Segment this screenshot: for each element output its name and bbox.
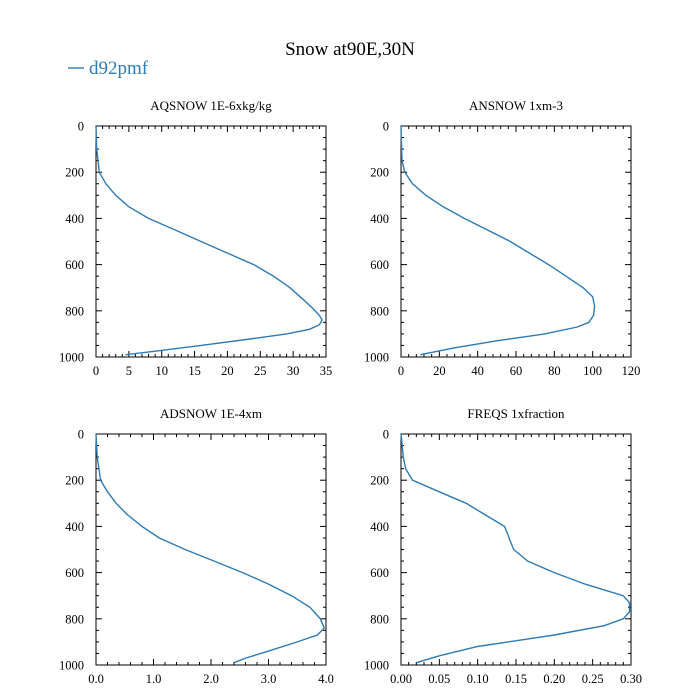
- panel-2: ANSNOW 1xm-3 0 20 40 60 80 100 120 0 200 400 600 800…: [364, 98, 640, 378]
- y-tick-label: 400: [370, 212, 389, 226]
- x-tick-label: 35: [320, 364, 333, 378]
- y-tick-label: 400: [370, 520, 389, 534]
- x-tick-label: 0: [93, 364, 99, 378]
- y-tick-label: 600: [65, 258, 84, 272]
- y-tick-label: 400: [65, 520, 84, 534]
- y-tick-label: 200: [370, 474, 389, 488]
- x-tick-label: 20: [221, 364, 234, 378]
- x-tick-label: 2.0: [203, 672, 219, 686]
- series-line-d92pmf: [400, 125, 596, 356]
- y-tick-label: 600: [370, 566, 389, 580]
- y-tick-label: 200: [65, 474, 84, 488]
- x-tick-label: 20: [433, 364, 446, 378]
- panel-1: AQSNOW 1E-6xkg/kg 0 5 10 15 20 25 30 35 0 200 400 60…: [59, 98, 332, 378]
- x-tick-label: 25: [254, 364, 267, 378]
- y-tick-label: 1000: [59, 351, 84, 365]
- x-tick-label: 0.15: [505, 672, 527, 686]
- panel-4: FREQS 1xfraction 0.00 0.05 0.10 0.15 0.20 0.25…: [364, 406, 642, 686]
- plot-frame: [400, 125, 632, 358]
- y-tick-label: 800: [370, 612, 389, 626]
- x-tick-label: 0.05: [428, 672, 450, 686]
- x-tick-label: 0.30: [620, 672, 642, 686]
- y-tick-label: 1000: [364, 351, 389, 365]
- y-tick-label: 800: [65, 304, 84, 318]
- y-tick-label: 1000: [364, 659, 389, 673]
- y-tick-label: 400: [65, 212, 84, 226]
- y-tick-label: 0: [383, 428, 389, 442]
- y-tick-label: 1000: [59, 659, 84, 673]
- x-tick-label: 60: [510, 364, 523, 378]
- x-tick-label: 0.10: [467, 672, 489, 686]
- x-tick-label: 10: [155, 364, 168, 378]
- y-tick-label: 0: [78, 120, 84, 134]
- plot-frame: [95, 125, 327, 358]
- panel-3: ADSNOW 1E-4xm 0.0 1.0 2.0 3.0 4.0 0 200 400 600 80…: [59, 406, 334, 686]
- plot-frame: [400, 433, 632, 666]
- y-tick-label: 0: [78, 428, 84, 442]
- series-line-d92pmf: [95, 433, 326, 664]
- x-tick-label: 120: [622, 364, 641, 378]
- x-tick-label: 5: [126, 364, 132, 378]
- x-tick-label: 0.00: [390, 672, 412, 686]
- x-tick-label: 0.25: [582, 672, 604, 686]
- x-tick-label: 80: [548, 364, 561, 378]
- series-line-d92pmf: [400, 433, 631, 664]
- y-tick-label: 800: [370, 304, 389, 318]
- x-tick-label: 0.0: [88, 672, 104, 686]
- x-tick-label: 3.0: [261, 672, 277, 686]
- x-tick-label: 4.0: [318, 672, 334, 686]
- panels: AQSNOW 1E-6xkg/kg0 5 10 15 20 25 30 35020040060…: [59, 98, 642, 686]
- x-tick-label: 100: [583, 364, 602, 378]
- x-tick-label: 40: [471, 364, 484, 378]
- x-tick-label: 15: [188, 364, 201, 378]
- figure-title: Snow at90E,30N: [285, 39, 415, 60]
- y-tick-label: 600: [65, 566, 84, 580]
- y-tick-label: 800: [65, 612, 84, 626]
- panel-title: AQSNOW 1E-6xkg/kg: [150, 98, 272, 113]
- x-tick-label: 1.0: [146, 672, 162, 686]
- y-tick-label: 0: [383, 120, 389, 134]
- x-tick-label: 0: [398, 364, 404, 378]
- y-tick-label: 200: [370, 166, 389, 180]
- plot-frame: [95, 433, 327, 666]
- y-tick-label: 600: [370, 258, 389, 272]
- y-tick-label: 200: [65, 166, 84, 180]
- panel-title: ADSNOW 1E-4xm: [160, 406, 262, 421]
- x-tick-label: 30: [287, 364, 300, 378]
- panel-title: FREQS 1xfraction: [467, 406, 565, 421]
- panel-title: ANSNOW 1xm-3: [469, 98, 563, 113]
- series-line-d92pmf: [95, 125, 323, 356]
- legend-label: d92pmf: [89, 58, 149, 79]
- x-tick-label: 0.20: [543, 672, 565, 686]
